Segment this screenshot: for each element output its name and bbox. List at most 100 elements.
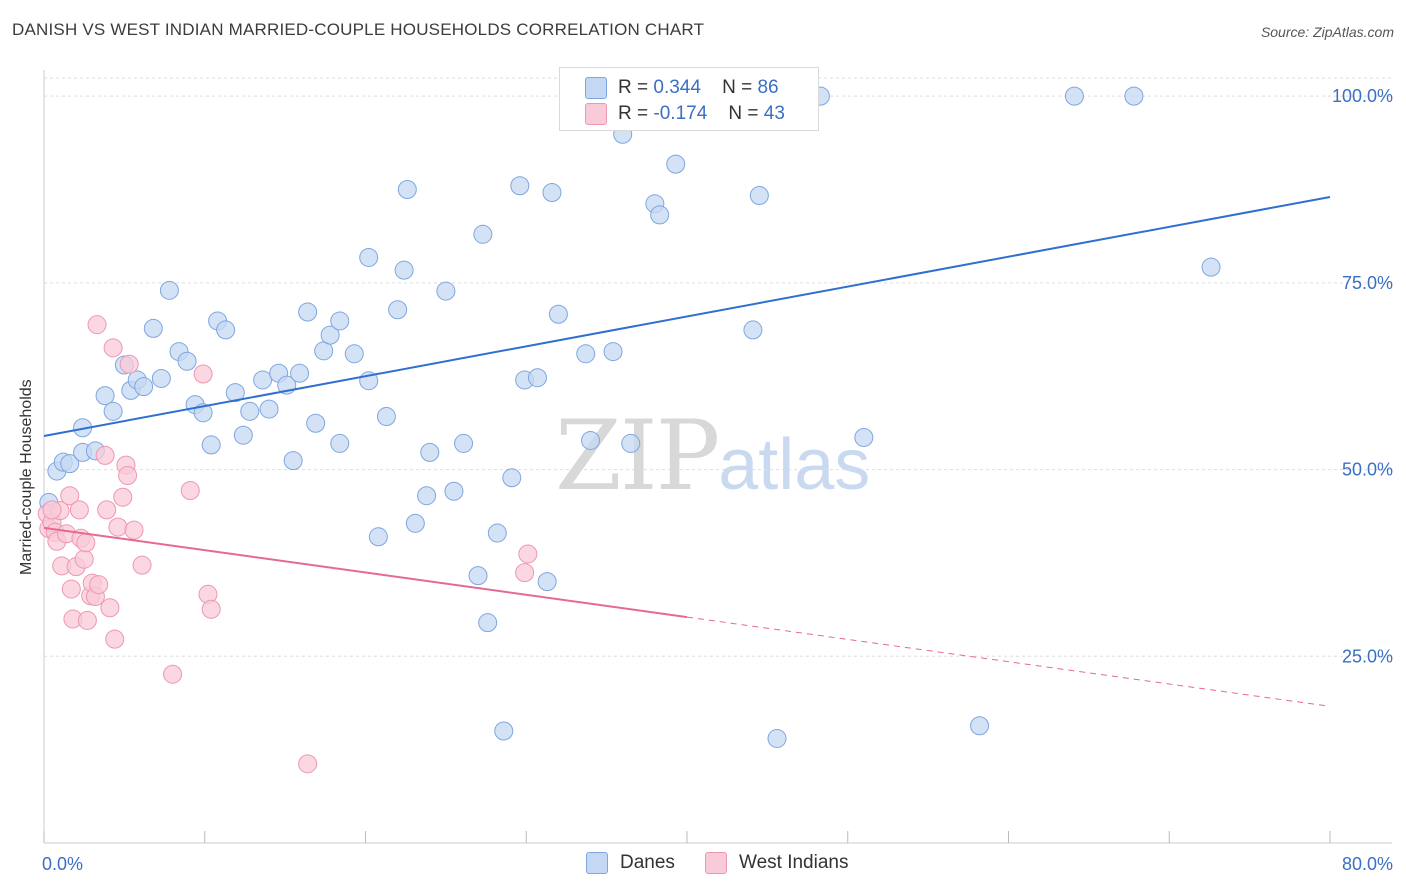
danes-point [444, 481, 464, 501]
danes-point [510, 176, 530, 196]
west-indians-r-label: R = [618, 103, 649, 124]
danes-point [1064, 86, 1084, 106]
danes-point [487, 523, 507, 543]
west-indians-n-value: 43 [763, 103, 785, 124]
west-indians-r-value: -0.174 [653, 103, 708, 124]
danes-point [151, 368, 171, 388]
danes-point [417, 486, 437, 506]
danes-point [193, 403, 213, 423]
danes-point [306, 413, 326, 433]
danes-r-value: 0.344 [653, 77, 701, 98]
danes-point [621, 433, 641, 453]
danes-point [134, 377, 154, 397]
west-indians-point [60, 486, 80, 506]
west-indians-point [100, 598, 120, 618]
west-indians-point [95, 445, 115, 465]
danes-point [359, 247, 379, 267]
danes-point [233, 425, 253, 445]
west-indians-point [42, 500, 62, 520]
danes-point [344, 344, 364, 364]
west-indians-point [77, 610, 97, 630]
west-indians-point [163, 664, 183, 684]
danes-point [854, 427, 874, 447]
west-indians-n-label: N = [728, 103, 759, 124]
danes-point [666, 154, 686, 174]
danes-point [650, 205, 670, 225]
danes-point [767, 728, 787, 748]
danes-n-label: N = [722, 77, 753, 98]
bottom-danes-swatch [586, 852, 608, 874]
danes-point [528, 368, 548, 388]
bottom-west-indians-swatch [705, 852, 727, 874]
west-indians-point [298, 754, 318, 774]
danes-point [1201, 257, 1221, 277]
chart-title: DANISH VS WEST INDIAN MARRIED-COUPLE HOU… [12, 20, 705, 39]
x-tick-label: 0.0% [42, 854, 83, 874]
west-indians-point [201, 599, 221, 619]
west-indians-point [69, 500, 89, 520]
watermark: ZIPatlas [555, 400, 870, 512]
west-indians-point [132, 555, 152, 575]
bottom-west-indians-label: West Indians [739, 852, 849, 873]
danes-trendline [43, 195, 1331, 437]
y-tick-label: 100.0% [1332, 86, 1393, 106]
danes-point [253, 370, 273, 390]
danes-point [376, 407, 396, 427]
danes-point [283, 451, 303, 471]
danes-point [216, 320, 236, 340]
west-indians-point [103, 338, 123, 358]
danes-point [298, 302, 318, 322]
danes-point [201, 435, 221, 455]
y-tick-label: 25.0% [1342, 646, 1393, 666]
danes-point [749, 185, 769, 205]
danes-point [259, 399, 279, 419]
danes-point [290, 363, 310, 383]
west-indians-point [97, 500, 117, 520]
danes-n-value: 86 [757, 77, 779, 98]
west-indians-point [518, 544, 538, 564]
west-indians-point [61, 579, 81, 599]
west-indians-swatch [585, 103, 607, 125]
y-axis-label: Married-couple Households [18, 379, 35, 575]
danes-point [576, 344, 596, 364]
danes-point [436, 281, 456, 301]
bottom-danes-label: Danes [620, 852, 675, 873]
legend-danes-text: R = 0.344 N = 86 [618, 77, 779, 99]
danes-point [240, 401, 260, 421]
legend-west-indians-text: R = -0.174 N = 43 [618, 103, 785, 125]
danes-point [502, 468, 522, 488]
y-tick-label: 75.0% [1342, 273, 1393, 293]
y-tick-label: 50.0% [1342, 460, 1393, 480]
danes-point [548, 304, 568, 324]
bottom-legend-danes: Danes [586, 852, 675, 874]
danes-point [225, 383, 245, 403]
west-indians-point [193, 364, 213, 384]
danes-point [537, 572, 557, 592]
west-indians-trendline [43, 526, 688, 619]
danes-point [330, 311, 350, 331]
danes-point [405, 513, 425, 533]
west-indians-point [180, 480, 200, 500]
west-indians-point [113, 487, 133, 507]
danes-point [60, 454, 80, 474]
bottom-legend-west-indians: West Indians [705, 852, 848, 874]
danes-point [177, 351, 197, 371]
west-indians-point [105, 629, 125, 649]
west-indians-point [124, 520, 144, 540]
danes-point [743, 320, 763, 340]
danes-r-label: R = [618, 77, 649, 98]
danes-point [420, 442, 440, 462]
danes-point [603, 342, 623, 362]
danes-point [454, 433, 474, 453]
danes-point [388, 300, 408, 320]
danes-point [143, 318, 163, 338]
danes-point [95, 386, 115, 406]
x-tick-label: 80.0% [1342, 854, 1393, 874]
stats-legend: R = 0.344 N = 86 R = -0.174 N = 43 [559, 67, 819, 131]
danes-point [581, 430, 601, 450]
west-indians-point [119, 354, 139, 374]
west-indians-point [118, 466, 138, 486]
danes-point [1124, 86, 1144, 106]
danes-swatch [585, 77, 607, 99]
